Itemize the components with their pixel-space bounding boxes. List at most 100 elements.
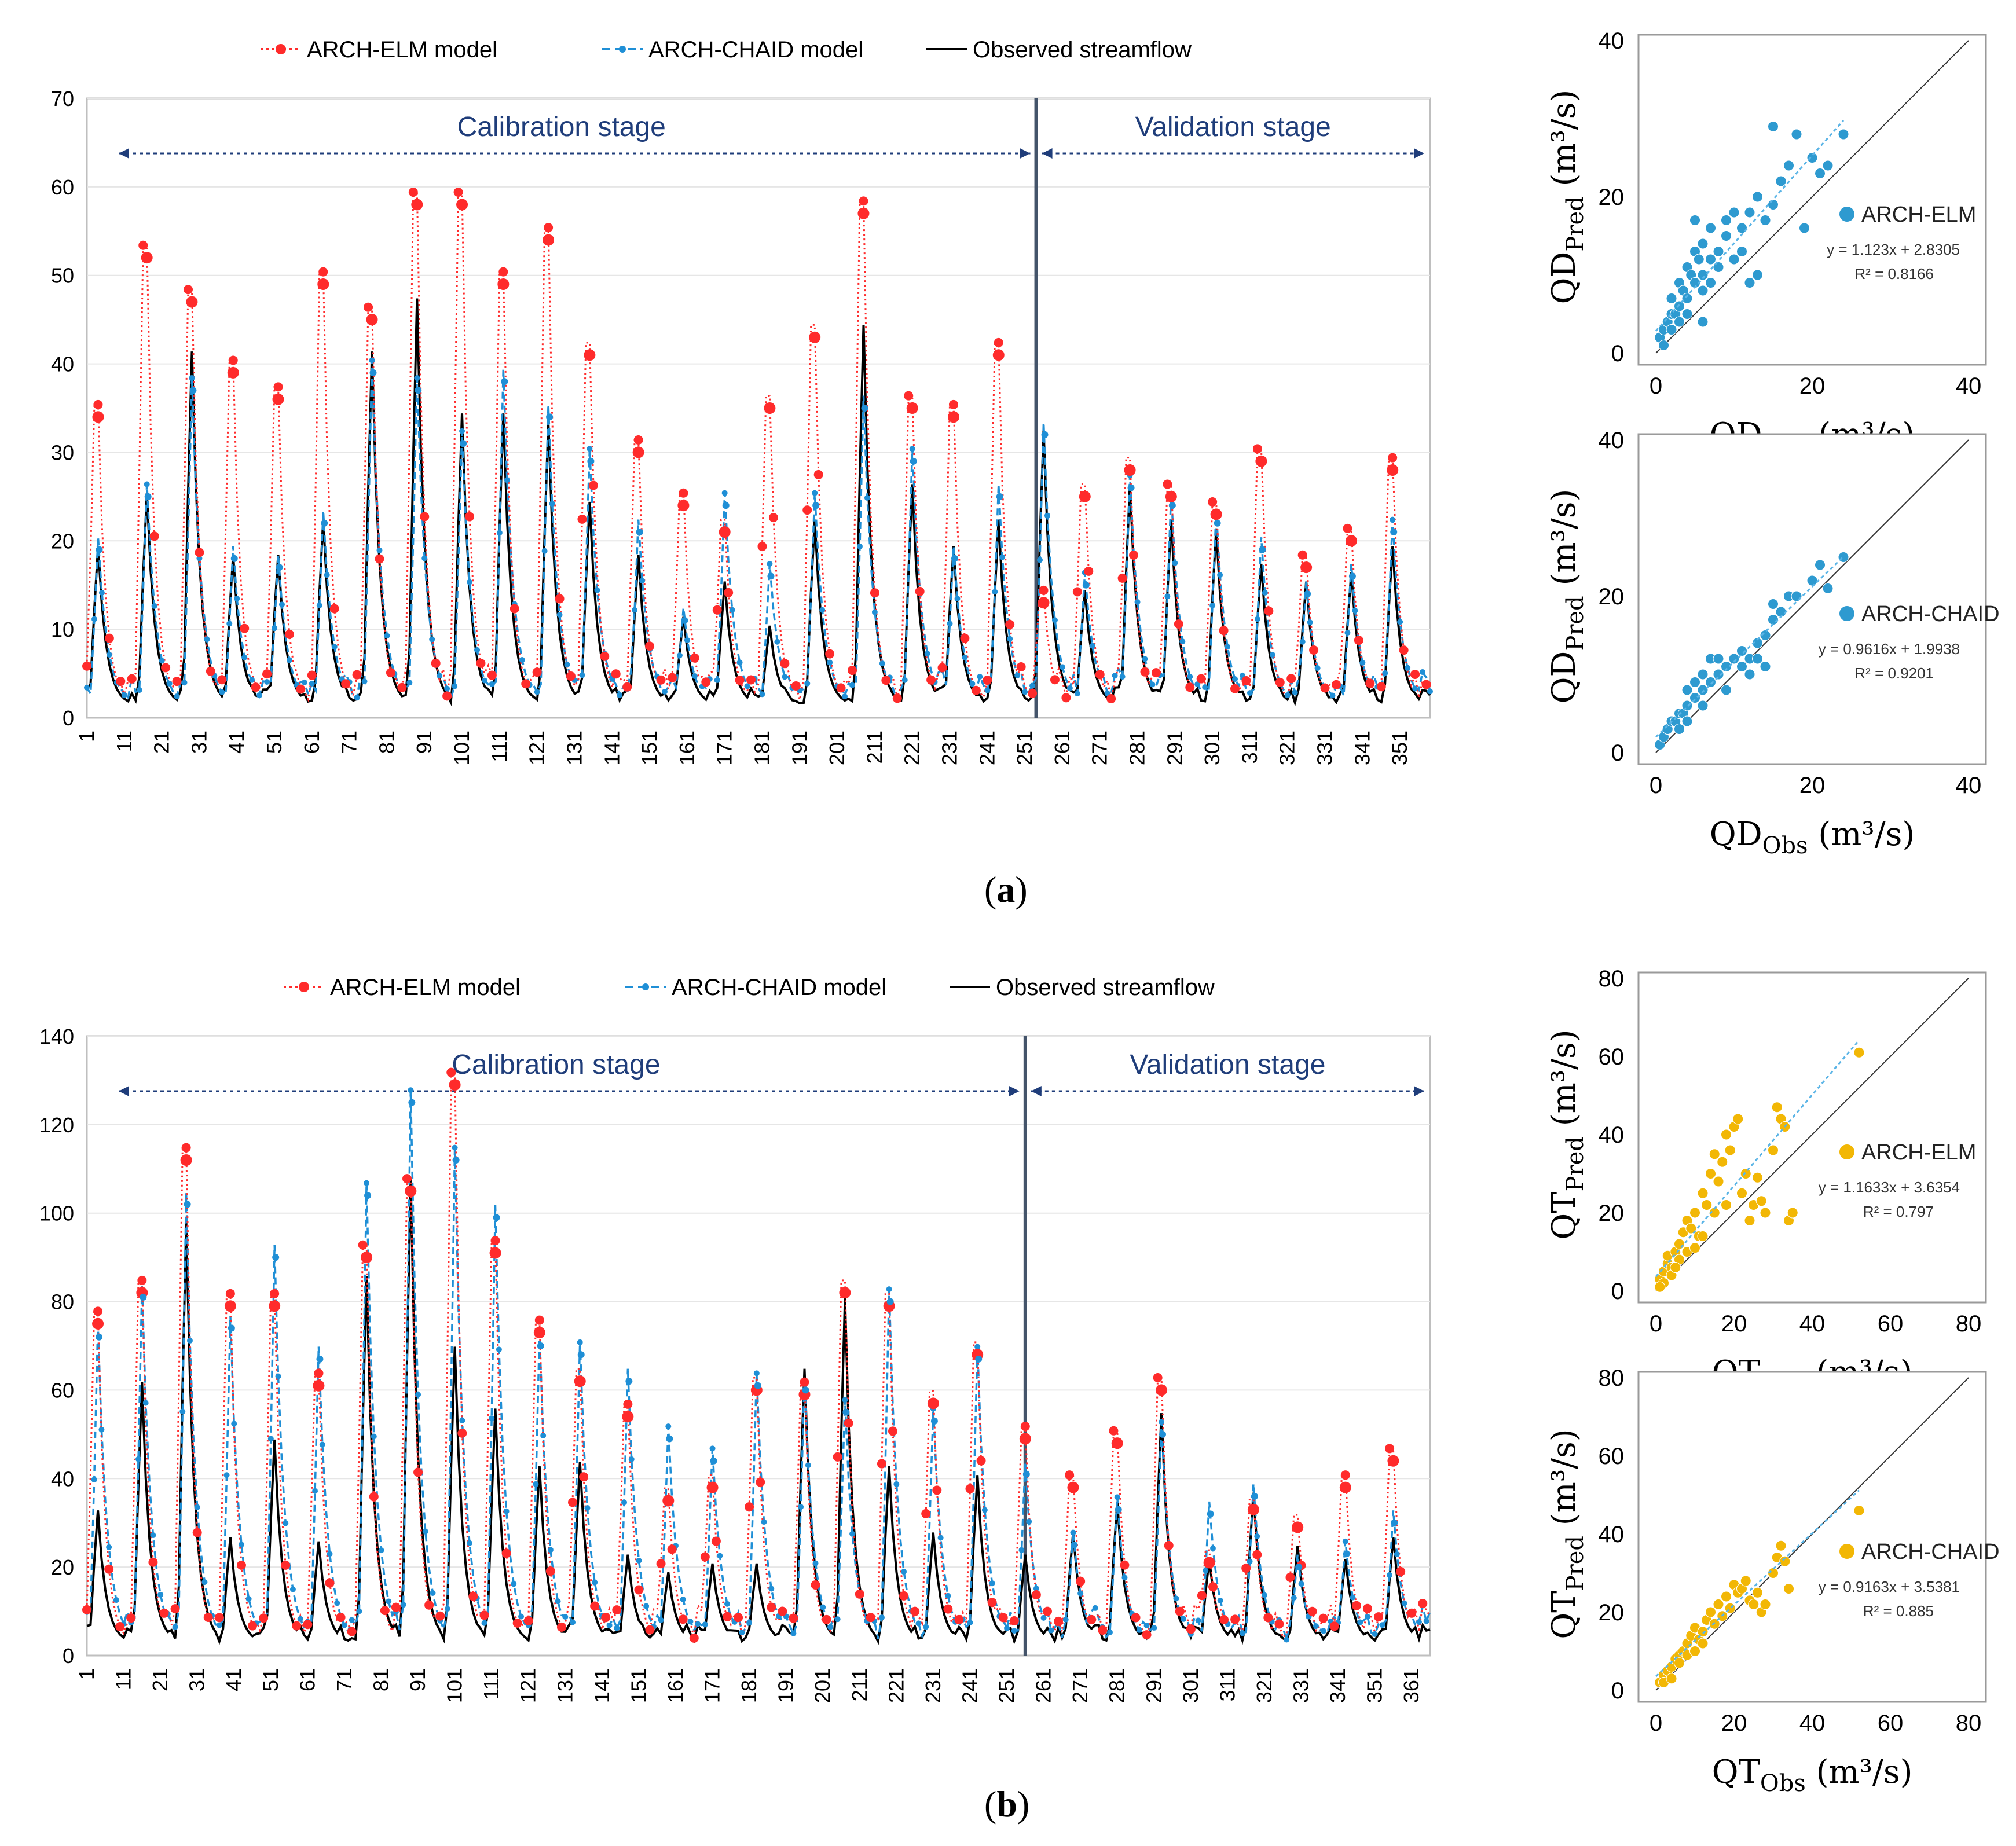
arch-chaid-peak [1348,572,1356,580]
arch-chaid-point [812,490,818,496]
arch-chaid-peak [501,378,508,386]
arch-elm-point [1252,1550,1262,1559]
scatter-point [1752,1172,1763,1183]
arch-elm-peak [92,1317,104,1330]
arch-chaid-peak [230,555,238,562]
arch-elm-point [892,693,902,703]
arch-elm-point [534,1315,544,1325]
arch-elm-peak [584,349,596,361]
arch-chaid-point [452,683,458,689]
arch-chaid-point [98,589,105,596]
arch-chaid-point [223,1472,230,1478]
arch-elm-point [336,1613,346,1623]
scatter-point [1744,1215,1755,1226]
trend-line [1655,1489,1860,1678]
arch-chaid-point [1254,616,1260,622]
arch-chaid-point [166,680,173,687]
scatter-point [1775,175,1787,187]
scatter-point [1768,1144,1779,1156]
arch-elm-point [240,623,250,633]
arch-elm-point [1098,1625,1108,1635]
arch-chaid-point [709,1445,716,1452]
scatter-point [1740,1168,1751,1179]
arch-chaid-point [628,1456,635,1462]
y-tick-label: 20 [1599,1201,1625,1226]
arch-chaid-point [1313,1623,1319,1630]
arch-chaid-point [534,689,540,695]
arch-elm-point [442,691,452,701]
legend-marker [642,983,649,990]
scatter-point [1674,1657,1685,1669]
x-tick-label: 20 [1721,1311,1747,1337]
arch-elm-point [943,1604,953,1614]
scatter-point [1732,1113,1744,1125]
arch-elm-point [724,588,734,597]
legend-label: ARCH-ELM model [307,37,497,63]
arch-elm-point [712,605,722,615]
arch-elm-point [126,1613,136,1623]
arch-chaid-point [135,1456,141,1462]
scatter-point [1705,277,1716,288]
arch-elm-point [1028,688,1038,698]
arch-elm-point [1164,1540,1174,1550]
y-axis-label-sub: Pred [1562,596,1589,651]
arch-chaid-peak [364,1192,372,1199]
arch-elm-point [1376,682,1386,692]
arch-chaid-peak [144,493,152,500]
arch-elm-point [1275,677,1285,687]
arch-elm-peak [1019,1433,1031,1445]
x-tick-label: 151 [637,731,661,765]
y-tick-label: 20 [1599,584,1625,610]
legend-marker [1839,207,1854,222]
arch-elm-peak [533,1327,545,1339]
x-tick-label: 241 [975,731,999,765]
arch-elm-point [1343,523,1352,533]
arch-chaid-peak [415,387,422,394]
arch-elm-point [1175,1606,1185,1616]
x-axis-label-main: QD [1710,816,1762,853]
arch-elm-point [487,670,497,680]
arch-elm-point [859,196,868,206]
arch-elm-line [86,191,1431,703]
arch-chaid-point [820,1604,826,1610]
arch-elm-point [756,1477,765,1487]
arch-chaid-point [556,612,563,618]
arch-chaid-point [496,530,503,536]
scatter-point [1697,238,1709,249]
x-tick-label: 211 [863,731,886,764]
arch-chaid-point [1062,1616,1069,1623]
arch-elm-peak [456,199,468,211]
arch-elm-point [159,1608,169,1618]
x-tick-label: 0 [1650,1311,1662,1337]
arch-chaid-point [371,1433,377,1440]
arch-chaid-peak [861,405,868,412]
x-tick-label: 20 [1799,373,1826,399]
scatter-point [1752,191,1763,203]
x-tick-label: 191 [787,731,811,765]
scatter-point [1713,246,1724,257]
arch-elm-point [1307,1606,1317,1616]
scatter-point [1681,684,1693,696]
arch-chaid-point [827,1624,833,1630]
y-axis-label-unit: (m³/s) [1545,1429,1583,1536]
arch-chaid-point [286,657,292,663]
scatter-point [1697,285,1709,296]
arch-chaid-point [665,1423,672,1430]
arch-elm-peak [622,1411,634,1423]
y-tick-label: 20 [1599,1600,1625,1625]
arch-chaid-point [1350,1594,1356,1601]
y-axis-label-sub: Pred [1562,1536,1589,1591]
arch-elm-point [855,1589,864,1599]
arch-chaid-point [901,677,908,683]
y-tick-label: 100 [39,1202,74,1225]
arch-chaid-point [1262,589,1268,596]
arch-chaid-point [1344,630,1351,636]
arch-elm-point [82,1605,91,1614]
arch-chaid-point [594,587,600,593]
arch-elm-point [791,681,801,691]
arch-chaid-point [759,691,765,698]
scatter-point [1736,246,1747,257]
x-tick-label: 0 [1650,1711,1662,1736]
scatter-point [1771,1102,1783,1113]
y-tick-label: 20 [51,1555,74,1579]
